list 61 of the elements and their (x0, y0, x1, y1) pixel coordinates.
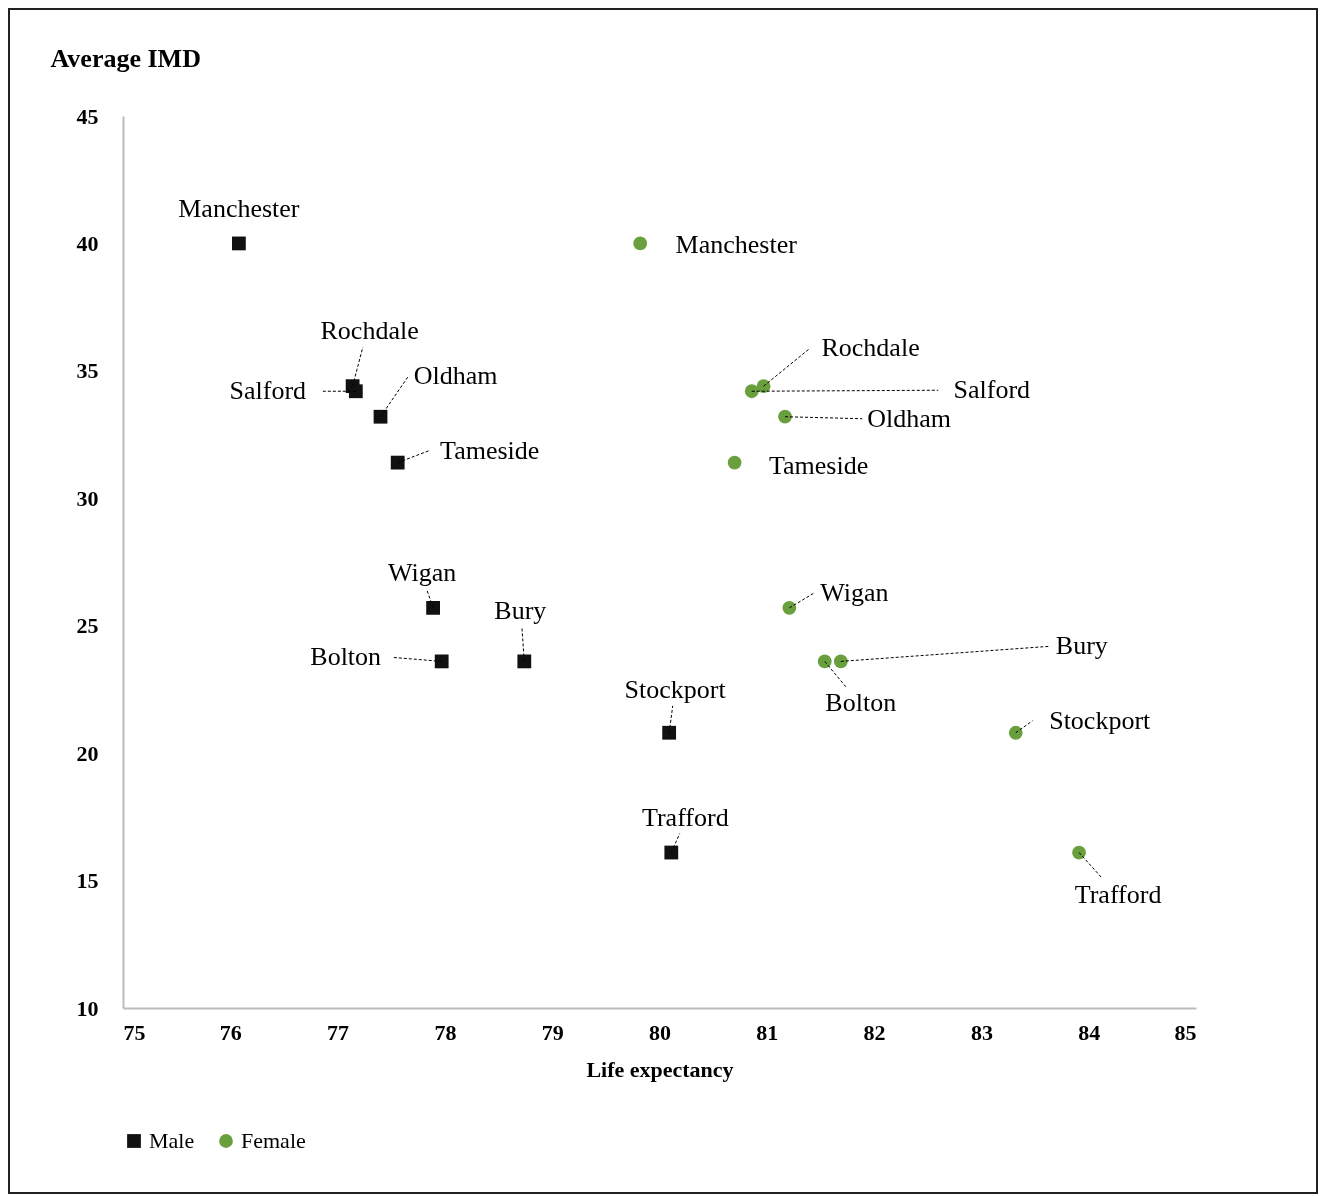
point (778, 409, 792, 424)
point (517, 654, 532, 669)
point (833, 654, 848, 669)
point (633, 236, 648, 251)
y-tick-label: 10 (76, 995, 99, 1021)
point (348, 384, 363, 399)
annotation: Bolton (310, 642, 382, 672)
point (782, 601, 797, 615)
x-tick-label: 84 (1078, 1019, 1101, 1045)
y-tick-label: 30 (76, 485, 99, 511)
annotation: Manchester (675, 230, 798, 260)
x-tick-label: 79 (541, 1019, 564, 1045)
point (434, 654, 449, 669)
annotation: Stockport (624, 674, 727, 704)
point (231, 236, 246, 251)
annotation: Tameside (768, 450, 869, 480)
point (1072, 845, 1086, 860)
annotation: Rochdale (320, 316, 419, 346)
annotation: Salford (953, 375, 1031, 405)
annotation: Stockport (1049, 705, 1152, 735)
x-tick-label: 81 (756, 1019, 779, 1045)
annotation: Wigan (820, 577, 889, 607)
y-tick-label: 40 (76, 230, 99, 256)
x-axis-title: Life expectancy (586, 1056, 734, 1082)
point (817, 654, 832, 669)
annotation: Trafford (641, 802, 729, 832)
annotation: Bury (494, 596, 547, 626)
annotation: Rochdale (821, 333, 920, 363)
point (727, 455, 742, 470)
point (664, 845, 679, 860)
annotation: Tameside (440, 435, 540, 465)
point (426, 600, 440, 615)
x-tick-label: 85 (1174, 1019, 1197, 1045)
annotation: Oldham (867, 403, 951, 433)
x-tick-label: 80 (649, 1019, 671, 1045)
x-tick-label: 78 (434, 1019, 457, 1045)
x-tick-label: 83 (970, 1019, 993, 1045)
legend-label: Male (149, 1128, 195, 1153)
point (373, 409, 388, 424)
y-tick-label: 25 (76, 613, 99, 639)
x-tick-label: 76 (219, 1019, 242, 1045)
point (390, 455, 405, 470)
point (662, 725, 677, 740)
x-tick-label: 82 (863, 1019, 886, 1045)
annotation: Bolton (825, 688, 897, 718)
x-tick-label: 75 (123, 1019, 146, 1045)
annotation: Manchester (178, 194, 300, 224)
y-tick-label: 35 (76, 358, 99, 384)
annotation: Wigan (387, 557, 457, 587)
point (1008, 725, 1023, 740)
annotation: Bury (1055, 631, 1108, 661)
x-tick-label: 77 (327, 1019, 350, 1045)
annotation: Trafford (1074, 879, 1162, 909)
y-tick-label: 20 (76, 740, 99, 766)
annotation: Oldham (413, 360, 498, 390)
y-tick-label: 45 (76, 103, 99, 129)
legend-label: Female (241, 1128, 306, 1153)
annotation: Salford (229, 376, 307, 406)
y-tick-label: 15 (76, 868, 99, 894)
y-axis-title: Average IMD (50, 43, 201, 73)
point (744, 384, 759, 399)
